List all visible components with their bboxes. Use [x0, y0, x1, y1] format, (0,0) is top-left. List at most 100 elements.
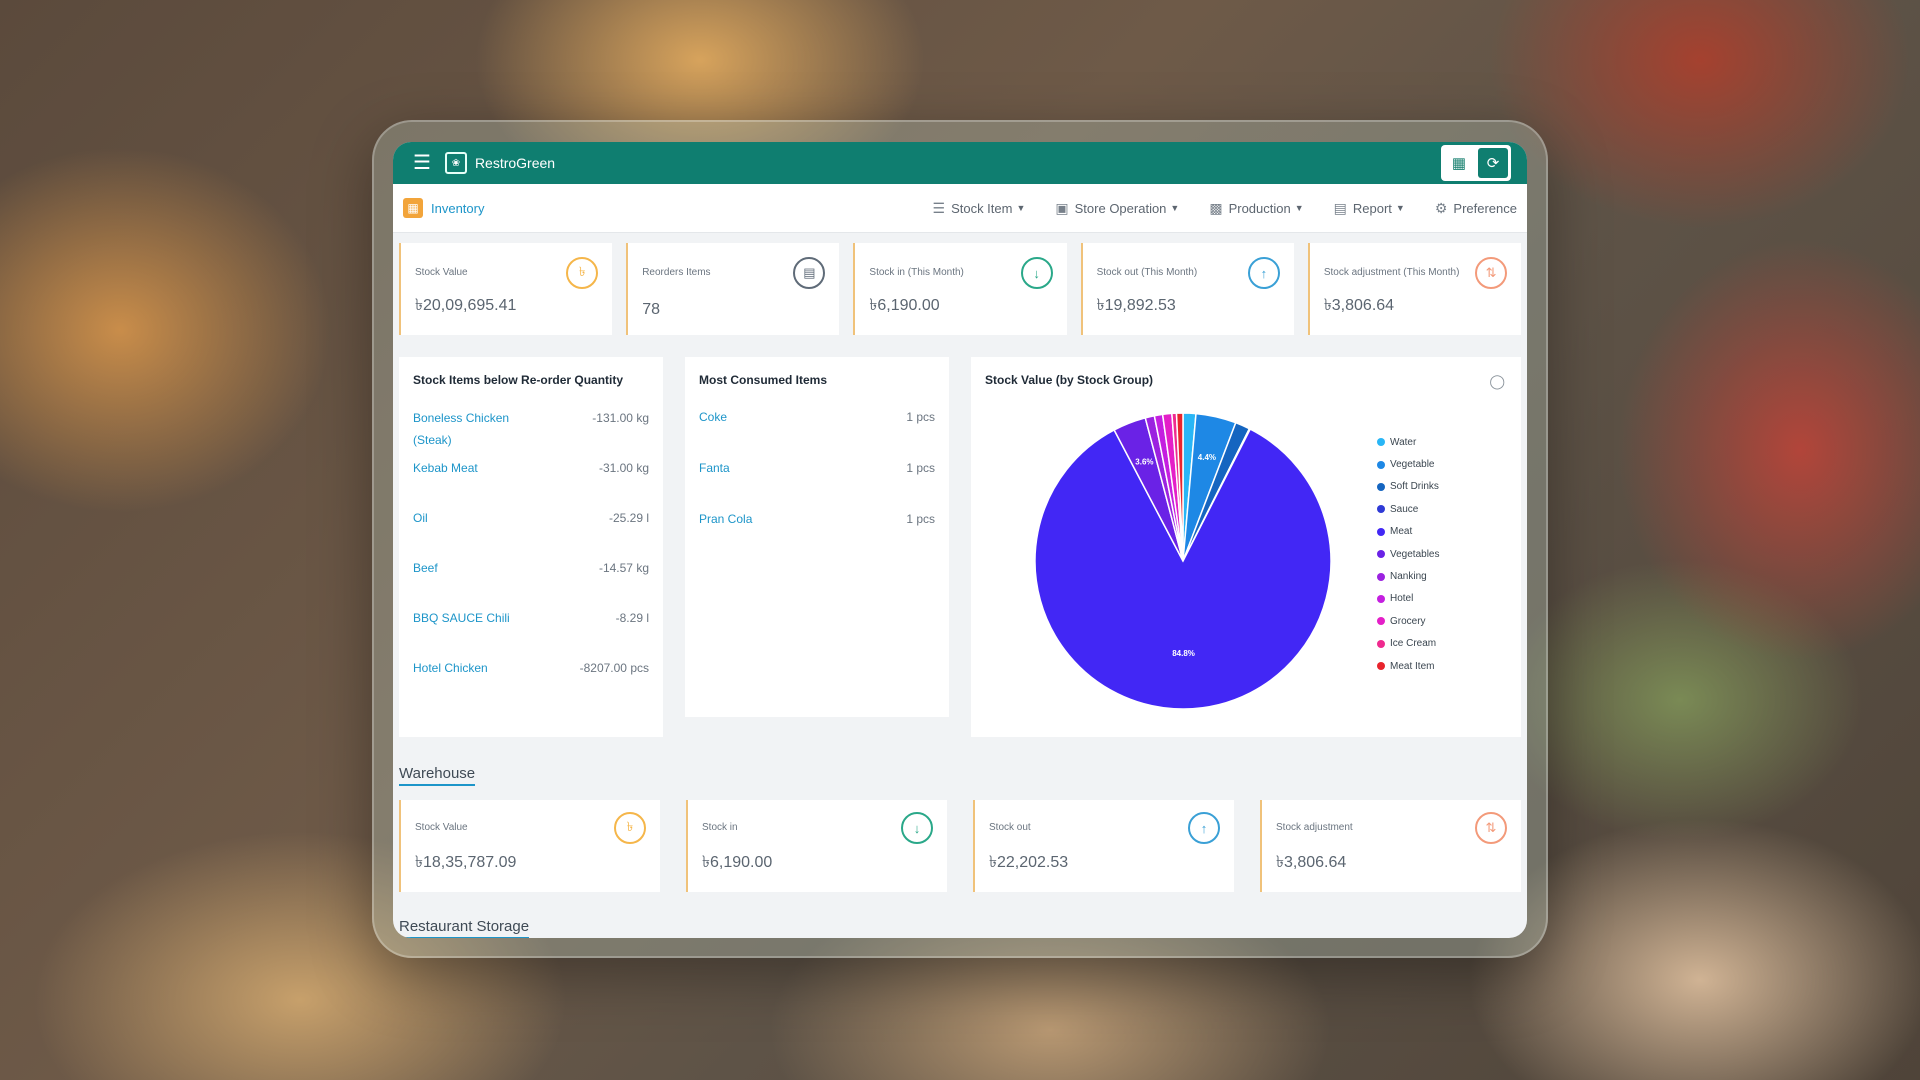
legend-swatch: [1377, 594, 1385, 603]
top-actions: ▦ ⟳: [1441, 145, 1511, 181]
kpi-label: Stock adjustment (This Month): [1323, 267, 1460, 278]
pie-slice-meat-item[interactable]: [1175, 412, 1184, 562]
legend-item[interactable]: Vegetable: [1377, 453, 1440, 475]
warehouse-stock-adjustment[interactable]: Stock adjustment ৳3,806.64 ⇅: [1260, 800, 1521, 892]
module-nav: ▦ Inventory ☰ Stock Item ▼ ▣ Store Opera…: [393, 184, 1527, 233]
kpi-label: Stock out (This Month): [1096, 267, 1198, 278]
cart-out-icon: ↑: [1188, 812, 1220, 844]
legend-item[interactable]: Sauce: [1377, 498, 1440, 520]
kpi-stock-adjustment[interactable]: Stock adjustment (This Month) ৳3,806.64 …: [1307, 243, 1522, 335]
most-consumed-panel: Most Consumed Items Coke 1 pcs Fanta 1 pcs…: [685, 357, 949, 717]
list-item: Fanta 1 pcs: [699, 461, 935, 512]
legend-item[interactable]: Hotel: [1377, 588, 1440, 610]
nav-stock-item-label: Stock Item: [951, 200, 1013, 216]
kpi-value: ৳19,892.53: [1096, 297, 1176, 314]
legend-label: Sauce: [1390, 503, 1419, 515]
nav-production-label: Production: [1228, 200, 1291, 216]
item-name[interactable]: BBQ SAUCE Chili: [413, 611, 510, 626]
kpi-stock-value[interactable]: Stock Value ৳20,09,695.41 ৳: [399, 243, 613, 335]
pie-slice-label: 4.4%: [1198, 453, 1216, 462]
warehouse-section-title: Warehouse: [399, 765, 476, 786]
item-name[interactable]: Pran Cola: [699, 512, 753, 527]
item-qty: 1 pcs: [906, 410, 935, 425]
item-qty: -131.00 kg: [592, 411, 649, 426]
app-screen: ☰ ❀ RestroGreen ▦ ⟳ ▦ Inventory ☰ Stock …: [393, 142, 1527, 938]
warehouse-stock-in[interactable]: Stock in ৳6,190.00 ↓: [686, 800, 947, 892]
app-switch-icon[interactable]: ⟳: [1478, 148, 1508, 178]
warehouse-stock-out[interactable]: Stock out ৳22,202.53 ↑: [973, 800, 1234, 892]
coin-icon: ৳: [614, 812, 646, 844]
coin-icon: ৳: [566, 257, 599, 289]
legend-item[interactable]: Vegetables: [1377, 543, 1440, 565]
item-name[interactable]: Fanta: [699, 461, 730, 476]
list-item: BBQ SAUCE Chili -8.29 l: [413, 608, 649, 658]
nav-store-operation[interactable]: ▣ Store Operation ▼: [1055, 200, 1179, 217]
item-qty: -8207.00 pcs: [579, 661, 649, 676]
legend-item[interactable]: Grocery: [1377, 610, 1440, 632]
kpi-value: 78: [642, 301, 660, 318]
chat-icon[interactable]: ◯: [1489, 373, 1505, 389]
kpi-label: Stock out: [989, 822, 1031, 833]
item-name[interactable]: Beef: [413, 561, 438, 576]
module-title[interactable]: Inventory: [431, 200, 485, 216]
legend-label: Vegetables: [1390, 548, 1440, 560]
kpi-label: Stock in: [702, 822, 738, 833]
item-name[interactable]: Boneless Chicken (Steak): [413, 411, 510, 447]
item-name[interactable]: Coke: [699, 410, 728, 425]
list-item: Hotel Chicken -8207.00 pcs: [413, 658, 649, 708]
chevron-down-icon: ▼: [1294, 203, 1304, 213]
kpi-row: Stock Value ৳20,09,695.41 ৳ Reorders Ite…: [393, 233, 1527, 335]
app-name: RestroGreen: [474, 155, 556, 171]
pie-slice-meat[interactable]: [1034, 428, 1332, 710]
legend-swatch: [1377, 438, 1385, 447]
factory-icon: ▩: [1209, 199, 1223, 216]
legend-swatch: [1377, 639, 1385, 648]
legend-item[interactable]: Nanking: [1377, 565, 1440, 587]
legend-label: Hotel: [1390, 593, 1414, 605]
warehouse-row: Stock Value ৳18,35,787.09 ৳ Stock in ৳6,…: [393, 786, 1527, 892]
legend-label: Soft Drinks: [1390, 481, 1439, 493]
legend-item[interactable]: Soft Drinks: [1377, 476, 1440, 498]
list-icon: ☰: [932, 199, 946, 216]
kpi-value: ৳6,190.00: [702, 854, 773, 871]
kpi-reorder-items[interactable]: Reorders Items 78 ▤: [626, 243, 840, 335]
reorder-list: Boneless Chicken (Steak) -131.00 kg Kebab…: [413, 408, 649, 708]
item-name[interactable]: Hotel Chicken: [413, 661, 488, 676]
item-qty: -25.29 l: [608, 511, 649, 526]
nav-report[interactable]: ▤ Report ▼: [1334, 200, 1405, 217]
nav-production[interactable]: ▩ Production ▼: [1209, 200, 1303, 217]
warehouse-stock-value[interactable]: Stock Value ৳18,35,787.09 ৳: [399, 800, 660, 892]
store-icon: ▣: [1055, 199, 1069, 216]
legend-item[interactable]: Meat Item: [1377, 655, 1440, 677]
legend-item[interactable]: Ice Cream: [1377, 633, 1440, 655]
legend-swatch: [1377, 482, 1385, 491]
brand-logo-icon: ❀: [444, 152, 467, 174]
kpi-value: ৳6,190.00: [869, 297, 940, 314]
gear-icon: ⚙: [1434, 199, 1448, 216]
adjust-icon: ⇅: [1475, 257, 1508, 289]
hamburger-menu-icon[interactable]: ☰: [413, 152, 431, 174]
item-qty: -8.29 l: [615, 611, 649, 626]
nav-store-operation-label: Store Operation: [1074, 200, 1167, 216]
legend-label: Vegetable: [1390, 459, 1435, 471]
kpi-label: Stock Value: [415, 822, 468, 833]
pie-chart: 4.4% 84.8% 3.6%: [1034, 412, 1332, 710]
nav-stock-item[interactable]: ☰ Stock Item ▼: [933, 200, 1026, 217]
legend-label: Grocery: [1390, 615, 1426, 627]
pie-slice-label: 84.8%: [1172, 649, 1195, 658]
nav-preference[interactable]: ⚙ Preference: [1435, 200, 1517, 217]
cart-in-icon: ↓: [901, 812, 933, 844]
legend-item[interactable]: Meat: [1377, 521, 1440, 543]
item-name[interactable]: Oil: [413, 511, 428, 526]
consumed-list: Coke 1 pcs Fanta 1 pcs Pran Cola 1 pcs: [699, 410, 935, 563]
kpi-label: Stock in (This Month): [869, 267, 964, 278]
legend-item[interactable]: Water: [1377, 431, 1440, 453]
kpi-value: ৳20,09,695.41: [415, 297, 517, 314]
kpi-stock-in[interactable]: Stock in (This Month) ৳6,190.00 ↓: [853, 243, 1067, 335]
qr-code-icon[interactable]: ▦: [1451, 155, 1467, 172]
item-qty: 1 pcs: [906, 461, 935, 476]
item-name[interactable]: Kebab Meat: [413, 461, 478, 476]
chevron-down-icon: ▼: [1395, 203, 1405, 213]
kpi-stock-out[interactable]: Stock out (This Month) ৳19,892.53 ↑: [1080, 243, 1294, 335]
adjust-icon: ⇅: [1475, 812, 1507, 844]
